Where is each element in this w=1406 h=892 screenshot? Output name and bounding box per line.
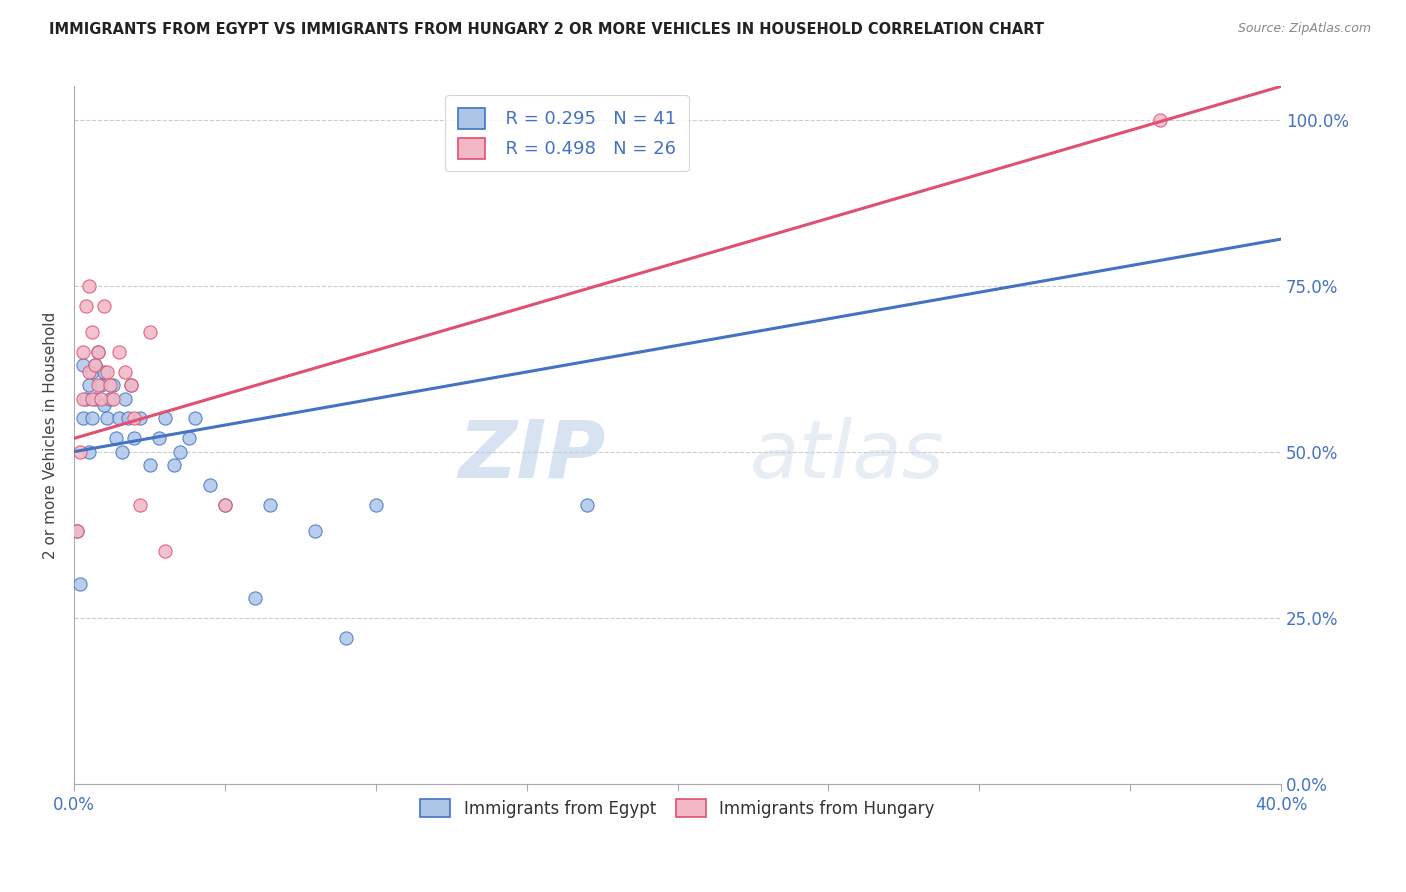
Point xyxy=(138,325,160,339)
Point xyxy=(72,411,94,425)
Point xyxy=(124,431,146,445)
Point xyxy=(103,378,125,392)
Point xyxy=(153,544,176,558)
Point xyxy=(82,392,104,406)
Point xyxy=(75,392,97,406)
Point xyxy=(87,345,110,359)
Text: IMMIGRANTS FROM EGYPT VS IMMIGRANTS FROM HUNGARY 2 OR MORE VEHICLES IN HOUSEHOLD: IMMIGRANTS FROM EGYPT VS IMMIGRANTS FROM… xyxy=(49,22,1045,37)
Point xyxy=(93,365,115,379)
Point xyxy=(304,524,326,539)
Point xyxy=(69,444,91,458)
Point xyxy=(96,411,118,425)
Point xyxy=(84,359,107,373)
Point xyxy=(66,524,89,539)
Point xyxy=(96,365,118,379)
Legend: Immigrants from Egypt, Immigrants from Hungary: Immigrants from Egypt, Immigrants from H… xyxy=(413,792,942,824)
Point xyxy=(77,378,100,392)
Point xyxy=(90,392,112,406)
Point xyxy=(77,278,100,293)
Point xyxy=(198,478,221,492)
Point xyxy=(177,431,200,445)
Point xyxy=(153,411,176,425)
Text: ZIP: ZIP xyxy=(458,417,605,495)
Point xyxy=(114,365,136,379)
Point xyxy=(82,365,104,379)
Point xyxy=(259,498,281,512)
Point xyxy=(214,498,236,512)
Point xyxy=(75,299,97,313)
Point xyxy=(84,359,107,373)
Point xyxy=(72,345,94,359)
Point xyxy=(243,591,266,605)
Point xyxy=(93,398,115,412)
Point xyxy=(87,378,110,392)
Point xyxy=(69,577,91,591)
Point xyxy=(120,378,142,392)
Point xyxy=(82,325,104,339)
Point xyxy=(82,411,104,425)
Text: Source: ZipAtlas.com: Source: ZipAtlas.com xyxy=(1237,22,1371,36)
Point xyxy=(114,392,136,406)
Point xyxy=(124,411,146,425)
Point xyxy=(129,498,152,512)
Point xyxy=(108,411,131,425)
Point xyxy=(72,392,94,406)
Point xyxy=(148,431,170,445)
Point xyxy=(90,378,112,392)
Point xyxy=(335,631,357,645)
Y-axis label: 2 or more Vehicles in Household: 2 or more Vehicles in Household xyxy=(44,311,58,558)
Point xyxy=(138,458,160,472)
Point xyxy=(120,378,142,392)
Point xyxy=(93,299,115,313)
Text: atlas: atlas xyxy=(749,417,945,495)
Point xyxy=(111,444,134,458)
Point xyxy=(129,411,152,425)
Point xyxy=(77,444,100,458)
Point xyxy=(169,444,191,458)
Point xyxy=(108,345,131,359)
Point xyxy=(163,458,186,472)
Point xyxy=(103,392,125,406)
Point xyxy=(214,498,236,512)
Point xyxy=(77,365,100,379)
Point xyxy=(98,392,121,406)
Point xyxy=(576,498,599,512)
Point xyxy=(1149,112,1171,127)
Point xyxy=(84,392,107,406)
Point xyxy=(184,411,207,425)
Point xyxy=(98,378,121,392)
Point xyxy=(105,431,128,445)
Point xyxy=(87,345,110,359)
Point xyxy=(117,411,139,425)
Point xyxy=(72,359,94,373)
Point xyxy=(364,498,387,512)
Point xyxy=(66,524,89,539)
